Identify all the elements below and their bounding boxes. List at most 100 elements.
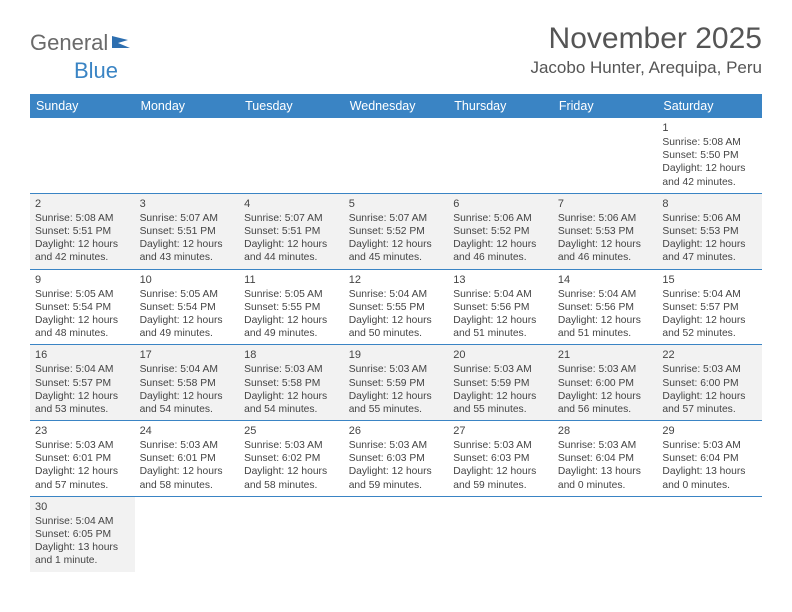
sunrise-line: Sunrise: 5:07 AM — [244, 212, 339, 225]
sunrise-line: Sunrise: 5:03 AM — [558, 363, 653, 376]
sunrise-line: Sunrise: 5:03 AM — [453, 439, 548, 452]
sunrise-line: Sunrise: 5:06 AM — [662, 212, 757, 225]
sunrise-line: Sunrise: 5:03 AM — [244, 363, 339, 376]
calendar-cell: 17Sunrise: 5:04 AMSunset: 5:58 PMDayligh… — [135, 345, 240, 421]
day-number: 29 — [662, 424, 757, 438]
sunrise-line: Sunrise: 5:04 AM — [35, 515, 130, 528]
day-number: 2 — [35, 197, 130, 211]
sunrise-line: Sunrise: 5:04 AM — [453, 288, 548, 301]
calendar-cell — [448, 497, 553, 572]
sunrise-line: Sunrise: 5:04 AM — [35, 363, 130, 376]
calendar-cell: 21Sunrise: 5:03 AMSunset: 6:00 PMDayligh… — [553, 345, 658, 421]
sunset-line: Sunset: 6:03 PM — [453, 452, 548, 465]
day-number: 9 — [35, 273, 130, 287]
calendar-cell: 24Sunrise: 5:03 AMSunset: 6:01 PMDayligh… — [135, 421, 240, 497]
sunrise-line: Sunrise: 5:08 AM — [35, 212, 130, 225]
sunrise-line: Sunrise: 5:03 AM — [662, 363, 757, 376]
day-number: 18 — [244, 348, 339, 362]
day-number: 26 — [349, 424, 444, 438]
sunset-line: Sunset: 5:51 PM — [244, 225, 339, 238]
calendar-cell — [553, 118, 658, 194]
day-number: 14 — [558, 273, 653, 287]
day-number: 16 — [35, 348, 130, 362]
logo-text-2: Blue — [74, 58, 118, 83]
calendar-cell — [448, 118, 553, 194]
sunrise-line: Sunrise: 5:05 AM — [140, 288, 235, 301]
day-number: 30 — [35, 500, 130, 514]
weekday-col: Thursday — [448, 94, 553, 118]
daylight-line: Daylight: 12 hours and 59 minutes. — [349, 465, 444, 491]
daylight-line: Daylight: 12 hours and 59 minutes. — [453, 465, 548, 491]
day-number: 25 — [244, 424, 339, 438]
sunrise-line: Sunrise: 5:08 AM — [662, 136, 757, 149]
calendar-page: General November 2025 Jacobo Hunter, Are… — [0, 0, 792, 582]
day-number: 1 — [662, 121, 757, 135]
daylight-line: Daylight: 12 hours and 49 minutes. — [140, 314, 235, 340]
daylight-line: Daylight: 12 hours and 51 minutes. — [558, 314, 653, 340]
calendar-cell — [135, 497, 240, 572]
day-number: 19 — [349, 348, 444, 362]
day-number: 24 — [140, 424, 235, 438]
calendar-cell: 27Sunrise: 5:03 AMSunset: 6:03 PMDayligh… — [448, 421, 553, 497]
sunrise-line: Sunrise: 5:04 AM — [349, 288, 444, 301]
day-number: 3 — [140, 197, 235, 211]
sunrise-line: Sunrise: 5:04 AM — [558, 288, 653, 301]
sunset-line: Sunset: 5:58 PM — [244, 377, 339, 390]
calendar-cell: 11Sunrise: 5:05 AMSunset: 5:55 PMDayligh… — [239, 270, 344, 346]
daylight-line: Daylight: 12 hours and 53 minutes. — [35, 390, 130, 416]
sunset-line: Sunset: 5:53 PM — [662, 225, 757, 238]
daylight-line: Daylight: 13 hours and 0 minutes. — [558, 465, 653, 491]
sunrise-line: Sunrise: 5:03 AM — [35, 439, 130, 452]
daylight-line: Daylight: 12 hours and 58 minutes. — [140, 465, 235, 491]
calendar-cell: 7Sunrise: 5:06 AMSunset: 5:53 PMDaylight… — [553, 194, 658, 270]
sunset-line: Sunset: 6:02 PM — [244, 452, 339, 465]
sunset-line: Sunset: 5:51 PM — [35, 225, 130, 238]
sunset-line: Sunset: 6:00 PM — [662, 377, 757, 390]
daylight-line: Daylight: 12 hours and 55 minutes. — [349, 390, 444, 416]
sunrise-line: Sunrise: 5:03 AM — [140, 439, 235, 452]
weekday-header: Sunday Monday Tuesday Wednesday Thursday… — [30, 94, 762, 118]
day-number: 7 — [558, 197, 653, 211]
sunrise-line: Sunrise: 5:03 AM — [558, 439, 653, 452]
sunset-line: Sunset: 5:55 PM — [349, 301, 444, 314]
weekday-col: Monday — [135, 94, 240, 118]
sunset-line: Sunset: 5:51 PM — [140, 225, 235, 238]
day-number: 6 — [453, 197, 548, 211]
calendar-cell — [239, 118, 344, 194]
sunset-line: Sunset: 5:57 PM — [35, 377, 130, 390]
sunrise-line: Sunrise: 5:04 AM — [662, 288, 757, 301]
daylight-line: Daylight: 12 hours and 42 minutes. — [662, 162, 757, 188]
sunset-line: Sunset: 6:03 PM — [349, 452, 444, 465]
weekday-col: Tuesday — [239, 94, 344, 118]
sunset-line: Sunset: 6:05 PM — [35, 528, 130, 541]
calendar-cell: 23Sunrise: 5:03 AMSunset: 6:01 PMDayligh… — [30, 421, 135, 497]
calendar-cell: 12Sunrise: 5:04 AMSunset: 5:55 PMDayligh… — [344, 270, 449, 346]
daylight-line: Daylight: 12 hours and 47 minutes. — [662, 238, 757, 264]
calendar-cell: 19Sunrise: 5:03 AMSunset: 5:59 PMDayligh… — [344, 345, 449, 421]
daylight-line: Daylight: 12 hours and 52 minutes. — [662, 314, 757, 340]
day-number: 11 — [244, 273, 339, 287]
daylight-line: Daylight: 12 hours and 57 minutes. — [662, 390, 757, 416]
daylight-line: Daylight: 12 hours and 58 minutes. — [244, 465, 339, 491]
logo-text-1: General — [30, 30, 108, 56]
weekday-col: Saturday — [657, 94, 762, 118]
calendar-cell — [239, 497, 344, 572]
sunset-line: Sunset: 5:59 PM — [349, 377, 444, 390]
calendar-cell: 14Sunrise: 5:04 AMSunset: 5:56 PMDayligh… — [553, 270, 658, 346]
day-number: 20 — [453, 348, 548, 362]
daylight-line: Daylight: 12 hours and 46 minutes. — [453, 238, 548, 264]
daylight-line: Daylight: 12 hours and 55 minutes. — [453, 390, 548, 416]
day-number: 12 — [349, 273, 444, 287]
sunrise-line: Sunrise: 5:03 AM — [244, 439, 339, 452]
daylight-line: Daylight: 13 hours and 1 minute. — [35, 541, 130, 567]
day-number: 4 — [244, 197, 339, 211]
daylight-line: Daylight: 12 hours and 54 minutes. — [140, 390, 235, 416]
day-number: 28 — [558, 424, 653, 438]
calendar-cell: 15Sunrise: 5:04 AMSunset: 5:57 PMDayligh… — [657, 270, 762, 346]
calendar-cell: 10Sunrise: 5:05 AMSunset: 5:54 PMDayligh… — [135, 270, 240, 346]
sunset-line: Sunset: 6:04 PM — [558, 452, 653, 465]
title-block: November 2025 Jacobo Hunter, Arequipa, P… — [530, 22, 762, 78]
calendar-cell: 9Sunrise: 5:05 AMSunset: 5:54 PMDaylight… — [30, 270, 135, 346]
daylight-line: Daylight: 12 hours and 54 minutes. — [244, 390, 339, 416]
daylight-line: Daylight: 12 hours and 50 minutes. — [349, 314, 444, 340]
